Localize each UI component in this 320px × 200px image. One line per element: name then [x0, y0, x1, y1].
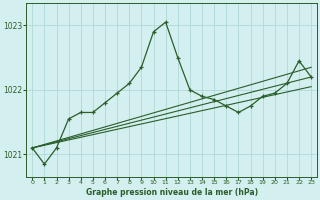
X-axis label: Graphe pression niveau de la mer (hPa): Graphe pression niveau de la mer (hPa) [86, 188, 258, 197]
